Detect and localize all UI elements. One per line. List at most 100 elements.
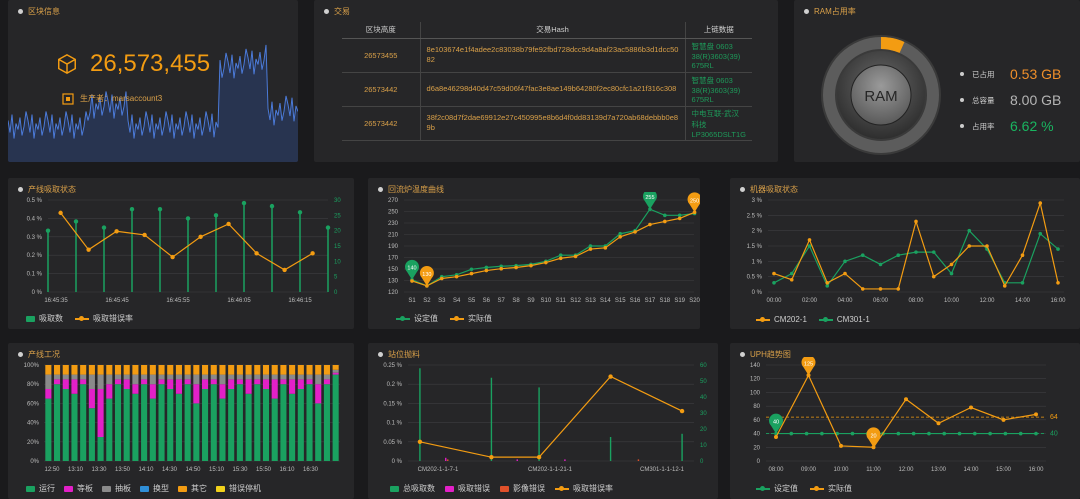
tick-label: 40 [700, 395, 707, 401]
transactions-panel: 交易 区块高度 交易Hash 上链数据 26573455 8e103674e1f… [314, 0, 778, 162]
marker-label: 20 [870, 433, 876, 439]
line-point [843, 259, 847, 264]
bar-segment [54, 384, 61, 461]
bar-segment [219, 374, 226, 385]
tick-label: 140 [750, 363, 761, 369]
legend-item[interactable]: CM301-1 [818, 315, 870, 324]
tick-label: 120 [750, 377, 761, 383]
tick-label: S4 [453, 298, 461, 304]
line-point [439, 276, 444, 281]
line-point [942, 431, 947, 436]
bar-segment [175, 374, 182, 380]
bar-segment [219, 384, 226, 399]
line-point [692, 210, 697, 215]
line-point [896, 253, 901, 257]
tick-label: 1.5 % [747, 244, 763, 250]
legend-item[interactable]: 吸取错误率 [75, 313, 133, 324]
table-row[interactable]: 26573442 38f2c08d7f2dae69912e27c450995e8… [342, 106, 752, 141]
bullet-icon [960, 98, 964, 102]
legend-item[interactable]: 实际值 [450, 313, 492, 324]
legend-item[interactable]: 吸取数 [26, 313, 63, 324]
tick-label: 30 [700, 411, 707, 417]
tick-label: 50 [700, 379, 707, 385]
bar-top-point [157, 207, 163, 212]
line-point [484, 268, 489, 273]
bar-segment [184, 374, 191, 380]
marker-label: 250 [690, 198, 699, 204]
table-row[interactable]: 26573455 8e103674e1f4adee2c83038b79fe92f… [342, 38, 752, 73]
tick-label: 12:00 [979, 298, 995, 304]
tick-label: 11:00 [866, 467, 881, 473]
line-point [1038, 231, 1043, 236]
tick-label: 06:00 [873, 298, 889, 304]
bar-segment [114, 379, 122, 385]
line-point [198, 234, 203, 239]
panel-title: 站位抛料 [378, 349, 420, 360]
legend-item[interactable]: 设定值 [756, 483, 798, 494]
tick-label: CM202-1-1-7-1 [418, 467, 459, 473]
point-marker [687, 192, 700, 213]
line-point [911, 431, 916, 436]
tick-label: S1 [408, 298, 416, 304]
tick-label: 0 % [32, 290, 43, 296]
bar-segment [132, 384, 139, 394]
machine-suction-chart: 0 % 0.5 % 1 % 1.5 % 2 % 2.5 % 3 % 00:00 02:00 04:… [747, 198, 1067, 304]
legend-item[interactable]: 设定值 [396, 313, 438, 324]
series-line [411, 211, 695, 287]
tick-label: 0.3 % [27, 235, 43, 241]
tick-label: S10 [541, 298, 552, 304]
bar-segment [236, 379, 243, 385]
bullet-icon [378, 187, 383, 192]
line-point [772, 271, 776, 276]
line-point [931, 274, 936, 279]
bar-segment [106, 374, 113, 385]
bar-segment [80, 384, 87, 461]
series-line [411, 208, 695, 287]
bar-segment [132, 365, 139, 375]
bar-segment [262, 379, 270, 389]
bar-segment [158, 374, 165, 380]
panel-title: 产线吸取状态 [18, 184, 76, 195]
bar-segment [262, 374, 270, 380]
legend-item[interactable]: 抽板 [102, 483, 131, 494]
tick-label: 0.1 % [387, 421, 403, 427]
legend-item[interactable]: CM202-1 [756, 315, 807, 324]
tick-label: 0 [757, 459, 761, 465]
bar-segment [114, 374, 122, 380]
bar-segment [315, 403, 322, 461]
line-point [807, 238, 812, 242]
bar-segment [210, 379, 217, 385]
tick-label: 10:00 [944, 298, 960, 304]
panel-title: 产线工况 [18, 349, 60, 360]
line-point [949, 271, 954, 276]
line-point [573, 254, 578, 259]
legend-item[interactable]: 等板 [64, 483, 93, 494]
tick-label: 60 [753, 418, 760, 424]
ram-label: RAM [864, 88, 897, 105]
legend-item[interactable]: 总吸取数 [390, 483, 435, 494]
line-point [896, 287, 901, 291]
tick-label: 60% [27, 401, 40, 407]
line-point [789, 271, 794, 276]
legend-item[interactable]: 其它 [178, 483, 207, 494]
line-point [142, 232, 147, 238]
table-header: 区块高度 交易Hash 上链数据 [342, 22, 752, 39]
bar-segment [71, 379, 78, 394]
marker-label: 140 [407, 266, 416, 272]
bar-top-point [73, 219, 79, 224]
tick-label: S7 [498, 298, 506, 304]
bar-segment [45, 389, 52, 399]
legend-item[interactable]: 影像错误 [500, 483, 545, 494]
legend-item[interactable]: 运行 [26, 483, 55, 494]
table-row[interactable]: 26573442 d6a8e46298d40d47c59d06f47fac3e8… [342, 72, 752, 107]
bar-segment [45, 365, 52, 375]
legend-item[interactable]: 吸取错误率 [555, 483, 613, 494]
legend-item[interactable]: 实际值 [810, 483, 852, 494]
ram-panel: RAM占用率 RAM 已占用 0.53 GB 总容量 8.00 GB 占用率 6… [794, 0, 1080, 162]
legend-item[interactable]: 错误停机 [216, 483, 261, 494]
legend-item[interactable]: 吸取错误 [445, 483, 490, 494]
line-point [226, 221, 231, 227]
legend-item[interactable]: 换型 [140, 483, 169, 494]
hash-cell: d6a8e46298d40d47c59d06f47fac3e8ae149b642… [419, 72, 686, 107]
line-point [677, 216, 682, 221]
